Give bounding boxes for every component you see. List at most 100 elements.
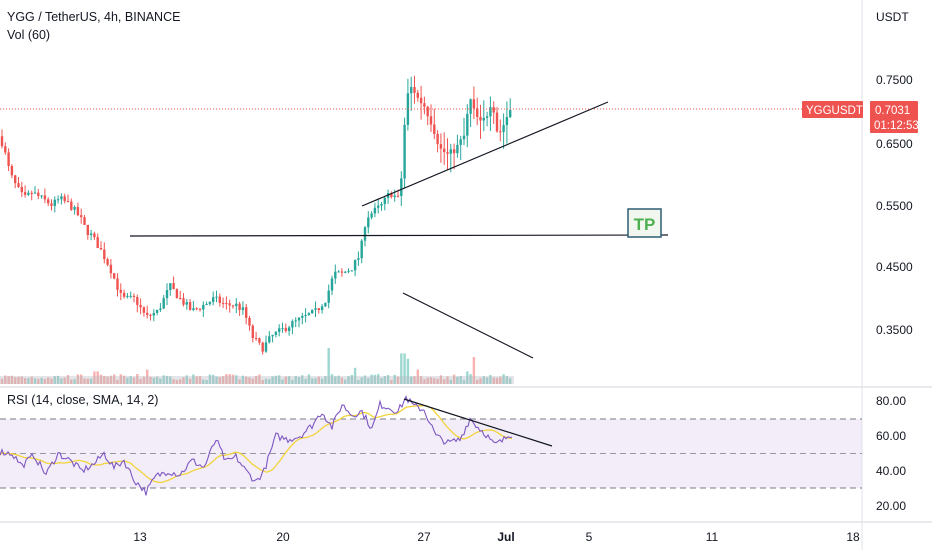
candle-body [113,273,116,279]
candle-body [264,342,268,352]
candle-body [70,201,73,210]
candle-body [60,196,63,200]
volume-bar [502,374,505,384]
candle-body [370,213,373,218]
volume-bar [357,379,360,384]
candle-body [433,124,436,134]
candle-body [33,192,37,194]
candle-body [390,193,393,198]
candle-body [20,186,23,193]
candle-body [469,99,472,114]
candle-body [509,110,512,118]
candle-body [99,248,103,250]
volume-bar [50,378,53,384]
candle-body [476,108,479,117]
rsi-legend: RSI (14, close, SMA, 14, 2) [7,393,158,407]
volume-bar [47,377,50,384]
candle-body [505,117,509,126]
candle-body [241,307,245,311]
price-badge-value: 0.7031 [875,105,910,117]
candle-body [7,152,10,167]
tp-label-box [627,208,662,238]
price-tick: 0.7500 [876,73,913,87]
candle-body [109,264,113,274]
support-trendline[interactable] [361,101,609,207]
price-pane[interactable] [0,0,862,385]
volume-bar [248,377,251,384]
volume-bar [33,378,37,384]
candle-body [452,149,456,154]
candle-body [413,87,416,93]
volume-bar [89,378,93,384]
volume-bar [462,379,466,384]
volume-bar [353,367,357,384]
volume-bar [165,375,169,384]
candle-body [205,304,208,306]
candle-body [245,307,248,318]
tp-horizontal-line[interactable] [129,234,669,237]
candle-body [340,271,344,273]
volume-bar [172,379,175,384]
volume-bar [175,379,179,384]
volume-bar [159,378,162,384]
candle-body [122,292,126,297]
candle-body [27,192,30,195]
volume-bar [363,375,367,384]
volume-bar [109,375,113,384]
candle-body [502,125,505,132]
volume-bar [327,348,330,384]
volume-bar [489,374,492,384]
volume-bar [370,374,373,384]
candle-body [221,302,225,304]
volume-bar [459,375,462,384]
candle-body [89,233,93,236]
candle-body [281,328,284,330]
volume-bar [93,371,96,384]
candle-body [195,308,198,310]
volume-trendline[interactable] [402,292,534,359]
volume-bar [403,353,406,384]
volume-bar [452,374,456,384]
price-axis-unit: USDT [876,10,909,24]
volume-bar [132,377,136,384]
candlesticks[interactable] [0,75,512,355]
volume-bar [103,375,106,384]
volume-bar [495,377,499,384]
volume-bar [139,378,142,384]
rsi-line [0,395,513,496]
candle-body [449,149,452,154]
candle-body [317,308,320,311]
volume-bar [40,377,43,384]
candle-body [4,146,7,153]
candle-body [96,237,99,249]
volume-bar [400,353,403,384]
tp-label[interactable]: TP [627,208,662,238]
volume-bar [278,375,281,384]
candle-body [278,328,281,332]
candle-body [311,309,314,314]
volume-bar [56,375,60,384]
volume-bar [215,376,218,384]
volume-bar [396,376,400,384]
candle-body [357,258,360,260]
candle-body [162,298,165,309]
volume-bar [169,376,172,384]
volume-bar [324,376,327,384]
volume-bar [492,377,495,384]
candle-body [37,192,40,196]
candle-body [106,259,109,265]
candle-body [380,203,383,206]
candle-body [218,296,221,303]
candle-body [337,271,340,273]
candle-body [314,308,317,310]
candle-body [271,334,274,337]
volume-bar [367,378,370,384]
candle-body [320,306,324,311]
rsi-trendline[interactable] [403,398,553,447]
volume-bar [307,374,311,384]
volume-bar [162,375,165,384]
candle-body [284,328,287,332]
volume-bar [146,369,149,384]
volume-bar [254,375,258,384]
